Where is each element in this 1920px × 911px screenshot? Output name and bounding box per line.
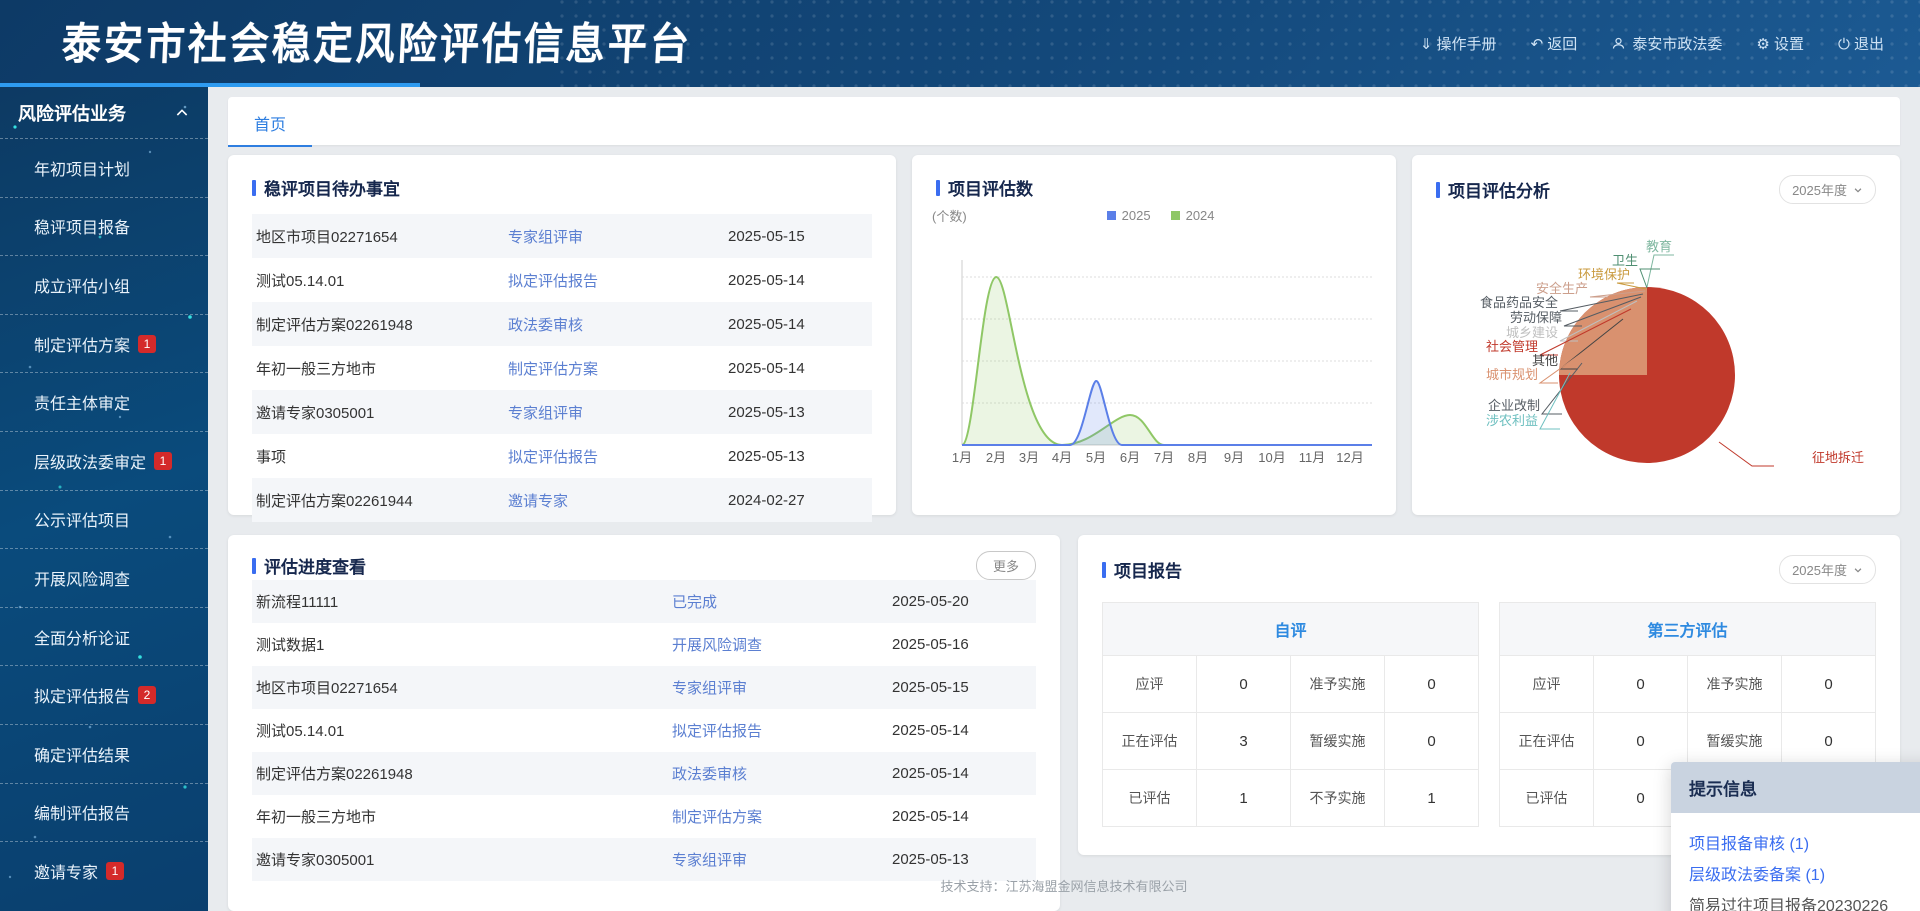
- svg-text:10月: 10月: [1258, 450, 1285, 465]
- svg-text:教育: 教育: [1646, 239, 1672, 254]
- svg-text:6月: 6月: [1120, 450, 1140, 465]
- svg-text:征地拆迁: 征地拆迁: [1812, 450, 1864, 465]
- svg-text:8月: 8月: [1188, 450, 1208, 465]
- svg-text:环境保护: 环境保护: [1578, 267, 1630, 282]
- svg-text:卫生: 卫生: [1612, 253, 1638, 268]
- svg-text:4月: 4月: [1052, 450, 1072, 465]
- svg-text:劳动保障: 劳动保障: [1510, 310, 1562, 325]
- svg-text:城乡建设: 城乡建设: [1506, 325, 1558, 340]
- svg-text:11月: 11月: [1299, 450, 1326, 465]
- svg-text:社会管理: 社会管理: [1486, 339, 1538, 354]
- svg-text:9月: 9月: [1224, 450, 1244, 465]
- svg-text:12月: 12月: [1336, 450, 1363, 465]
- svg-text:食品药品安全: 食品药品安全: [1480, 295, 1558, 310]
- svg-text:其他: 其他: [1532, 353, 1558, 368]
- svg-text:2月: 2月: [986, 450, 1006, 465]
- svg-text:1月: 1月: [952, 450, 972, 465]
- svg-text:安全生产: 安全生产: [1536, 281, 1588, 296]
- svg-text:7月: 7月: [1154, 450, 1174, 465]
- svg-text:3月: 3月: [1019, 450, 1039, 465]
- svg-text:企业改制: 企业改制: [1488, 398, 1540, 413]
- svg-text:5月: 5月: [1086, 450, 1106, 465]
- svg-text:涉农利益: 涉农利益: [1486, 413, 1538, 428]
- svg-text:城市规划: 城市规划: [1486, 367, 1538, 382]
